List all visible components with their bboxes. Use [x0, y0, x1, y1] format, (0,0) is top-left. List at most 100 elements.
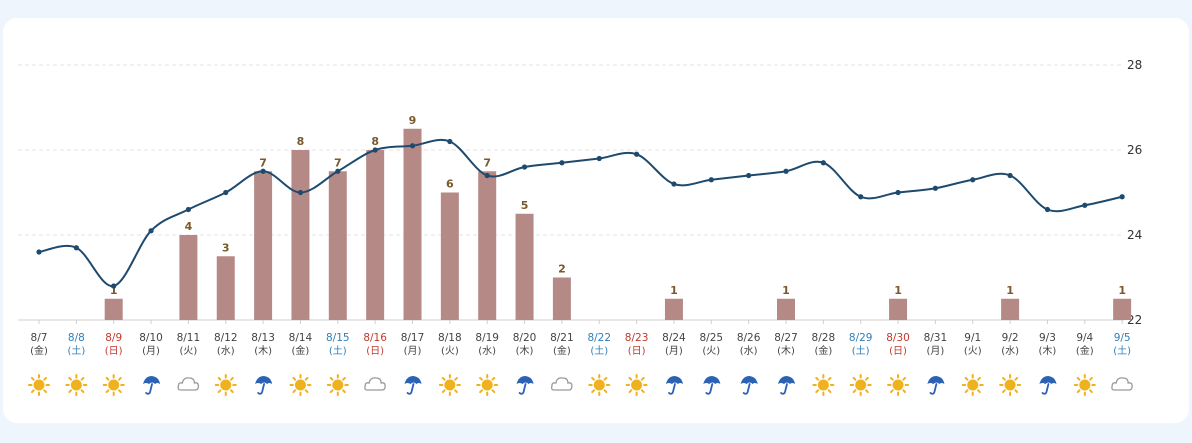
umbrella-icon — [927, 376, 945, 395]
x-date-label: 8/16 — [363, 332, 387, 344]
x-date-label: 8/9 — [105, 332, 122, 344]
sun-icon — [438, 374, 461, 396]
temperature-point — [73, 245, 79, 251]
bar — [104, 298, 123, 320]
temperature-point — [1082, 202, 1088, 208]
x-weekday-label: (日) — [889, 346, 907, 357]
x-weekday-label: (日) — [105, 346, 123, 357]
x-weekday-label: (月) — [142, 345, 160, 357]
x-date-label: 8/11 — [177, 332, 201, 344]
x-weekday-label: (日) — [628, 346, 646, 357]
temperature-point — [895, 189, 901, 196]
x-date-label: 8/28 — [812, 332, 836, 344]
temperature-point — [372, 147, 378, 153]
x-date-label: 8/31 — [924, 332, 948, 344]
cloud-icon — [551, 377, 573, 391]
bar-data-label: 1 — [1006, 284, 1014, 297]
temperature-line — [38, 138, 1123, 287]
x-weekday-label: (水) — [740, 345, 758, 357]
sun-icon — [887, 374, 910, 396]
umbrella-icon — [1039, 376, 1057, 395]
x-weekday-label: (水) — [478, 345, 496, 357]
umbrella-icon — [665, 376, 683, 395]
bar-data-label: 8 — [297, 135, 305, 148]
temperature-point — [1119, 194, 1125, 200]
umbrella-icon — [516, 376, 534, 395]
x-weekday-label: (月) — [404, 345, 422, 357]
x-weekday-label: (水) — [217, 345, 235, 357]
x-weekday-label: (土) — [67, 344, 85, 357]
x-weekday-label: (木) — [254, 345, 272, 357]
bar-data-label: 6 — [446, 178, 454, 191]
x-weekday-label: (火) — [179, 345, 197, 357]
temperature-point — [223, 189, 229, 196]
x-weekday-label: (土) — [852, 344, 870, 357]
bar-data-label: 8 — [371, 135, 379, 148]
bar-data-label: 7 — [334, 156, 342, 169]
x-date-label: 8/21 — [550, 332, 574, 344]
temperature-point — [634, 151, 640, 157]
sun-icon — [214, 374, 237, 396]
umbrella-icon — [404, 376, 422, 395]
x-date-label: 8/26 — [737, 332, 761, 344]
bar-data-label: 1 — [782, 284, 790, 297]
x-date-label: 9/4 — [1076, 332, 1093, 344]
y-tick-label: 28 — [1127, 58, 1142, 72]
x-weekday-label: (水) — [1001, 345, 1019, 357]
x-date-label: 8/23 — [625, 332, 649, 344]
bar-data-label: 3 — [222, 241, 230, 254]
x-weekday-label: (木) — [516, 345, 534, 357]
bar-data-label: 7 — [483, 156, 491, 169]
bar-data-label: 7 — [259, 156, 267, 169]
temperature-point — [111, 283, 117, 289]
x-weekday-label: (日) — [366, 346, 384, 357]
temperature-point — [858, 194, 864, 200]
chart-card — [3, 18, 1189, 423]
bar — [403, 128, 422, 320]
x-date-label: 8/20 — [513, 332, 537, 344]
x-date-label: 8/18 — [438, 332, 462, 344]
x-weekday-label: (金) — [1076, 344, 1094, 357]
sun-icon — [588, 374, 611, 396]
x-weekday-label: (土) — [590, 344, 608, 357]
bar — [889, 298, 908, 320]
temperature-point — [260, 168, 266, 174]
x-weekday-label: (金) — [30, 344, 48, 357]
sun-icon — [812, 374, 835, 396]
bar — [515, 213, 534, 320]
temperature-point — [783, 168, 789, 174]
umbrella-icon — [740, 376, 758, 395]
x-date-label: 8/14 — [289, 332, 313, 344]
bar-data-label: 1 — [894, 284, 902, 297]
temperature-point — [596, 155, 602, 162]
x-date-label: 9/3 — [1039, 332, 1056, 344]
temperature-point — [708, 177, 714, 183]
x-date-label: 8/10 — [139, 332, 163, 344]
sun-icon — [289, 374, 312, 396]
bar-data-label: 9 — [409, 114, 417, 127]
x-weekday-label: (月) — [926, 345, 944, 357]
sun-icon — [961, 374, 984, 396]
bar — [664, 298, 683, 320]
x-weekday-label: (金) — [553, 344, 571, 357]
x-weekday-label: (木) — [777, 345, 795, 357]
bar-data-label: 1 — [1118, 284, 1126, 297]
cloud-icon — [177, 377, 200, 391]
bar — [478, 171, 497, 320]
sun-icon — [326, 374, 349, 396]
sun-icon — [1073, 374, 1096, 396]
sun-icon — [102, 374, 125, 396]
y-tick-label: 24 — [1127, 228, 1142, 242]
x-weekday-label: (金) — [292, 344, 310, 357]
temperature-point — [521, 164, 528, 170]
bar-data-label: 1 — [110, 284, 118, 297]
x-date-label: 8/8 — [68, 332, 85, 344]
x-weekday-label: (火) — [441, 345, 459, 357]
umbrella-icon — [143, 376, 161, 395]
x-date-label: 8/24 — [662, 332, 686, 344]
x-date-label: 8/12 — [214, 332, 238, 344]
bar — [1113, 298, 1132, 320]
x-date-label: 8/27 — [774, 332, 798, 344]
x-date-label: 8/25 — [700, 332, 724, 344]
